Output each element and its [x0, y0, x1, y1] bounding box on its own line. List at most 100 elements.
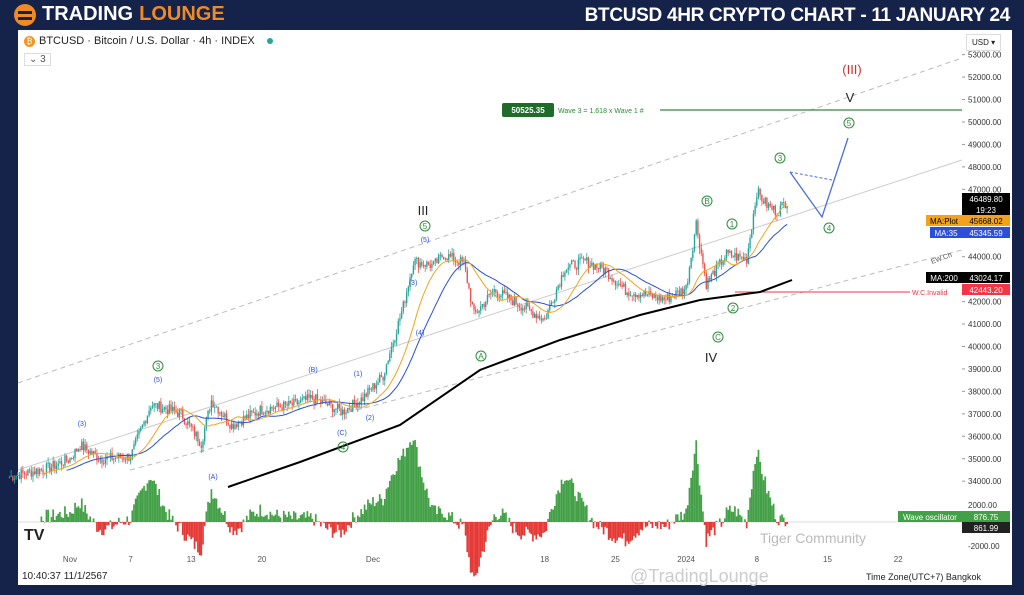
oscillator-bar [234, 522, 236, 531]
candle-body [732, 256, 734, 258]
oscillator-bar [643, 522, 645, 523]
candle-body [49, 462, 51, 472]
candle-body [269, 406, 272, 414]
oscillator-bar [247, 519, 250, 522]
oscillator-bar [197, 522, 199, 553]
oscillator-bar [345, 522, 347, 532]
timezone-selector[interactable]: Time Zone(UTC+7) Bangkok [866, 572, 981, 582]
oscillator-bar [375, 502, 378, 522]
oscillator-bar [771, 505, 773, 522]
candle-body [614, 280, 617, 286]
candle-body [311, 394, 314, 399]
candle-body [683, 289, 686, 295]
oscillator-bar [200, 522, 203, 556]
symbol-legend[interactable]: ₿ BTCUSD · Bitcoin / U.S. Dollar · 4h · I… [24, 35, 273, 47]
candle-body [69, 458, 71, 463]
candle-body [143, 421, 145, 425]
candle-body [397, 320, 399, 335]
oscillator-bar [143, 486, 145, 522]
wave-label-3-circle [774, 152, 786, 164]
candle-body [641, 294, 644, 297]
ma-plot-label-bg [926, 215, 962, 226]
candle-body [308, 394, 310, 398]
symbol-title: BTCUSD · Bitcoin / U.S. Dollar · 4h · IN… [39, 35, 255, 47]
oscillator-bar [155, 484, 157, 522]
candle-body [688, 267, 691, 283]
oscillator-bar [565, 480, 568, 522]
candle-body [402, 301, 404, 312]
chart-panel[interactable] [18, 30, 1012, 585]
oscillator-bar [597, 522, 600, 530]
candle-body [757, 188, 760, 198]
currency-selector[interactable]: USD ▾ [966, 34, 1002, 51]
target-text: Wave 3 = 1.618 x Wave 1 # [558, 108, 644, 115]
candle-body [480, 306, 482, 311]
candle-body [439, 254, 442, 256]
oscillator-bar [67, 517, 70, 522]
channel-upper-line [17, 57, 963, 384]
oscillator-bar [641, 522, 644, 531]
oscillator-bar [589, 519, 591, 522]
oscillator-bar [594, 521, 597, 522]
oscillator-bar [779, 515, 782, 522]
oscillator-bar [468, 522, 470, 558]
candle-body [695, 220, 697, 235]
candle-body [62, 464, 64, 466]
oscillator-bar [461, 522, 464, 525]
x-tick-label: 7 [128, 555, 133, 564]
oscillator-bar [382, 505, 384, 522]
candle-body [621, 284, 623, 287]
candle-body [575, 268, 578, 270]
oscillator-bar [700, 494, 703, 522]
oscillator-bar [178, 522, 181, 524]
oscillator-bar [249, 509, 251, 522]
oscillator-bar [612, 522, 615, 539]
oscillator-bar [193, 522, 196, 549]
candle-body [464, 260, 467, 270]
oscillator-bar [328, 522, 331, 524]
oscillator-bar [192, 522, 194, 538]
candle-body [288, 400, 290, 406]
oscillator-bar [555, 494, 558, 522]
oscillator-bar [128, 522, 130, 526]
candle-body [328, 401, 330, 406]
wave-label-IV: IV [705, 350, 718, 365]
candle-body [448, 254, 450, 261]
candle-body [478, 310, 480, 313]
oscillator-bar [557, 490, 560, 522]
candle-body [358, 402, 361, 404]
oscillator-bar [690, 477, 692, 522]
candle-body [577, 259, 580, 270]
candle-body [389, 353, 391, 362]
candle-body [501, 290, 504, 296]
candle-body [195, 432, 197, 437]
oscillator-bar [680, 511, 682, 522]
candle-body [740, 256, 743, 258]
page-title: BTCUSD 4HR CRYPTO CHART - 11 JANUARY 24 [584, 5, 1011, 26]
candle-body [537, 315, 539, 319]
oscillator-bar [203, 522, 206, 527]
wave-label-4-minor-circle [337, 441, 349, 453]
oscillator-bar [759, 461, 762, 522]
candle-body [220, 412, 223, 416]
ma200-label: MA:200 [930, 274, 958, 283]
candle-body [54, 461, 56, 469]
candle-body [693, 234, 696, 251]
candle-body [350, 409, 352, 412]
y-tick-label: 39000.00 [968, 365, 1002, 374]
oscillator-bar [287, 511, 290, 522]
oscillator-bar [737, 508, 740, 522]
candle-body [109, 452, 112, 457]
oscillator-bar [257, 516, 260, 522]
oscillator-bar [686, 505, 689, 522]
oscillator-bar [129, 522, 132, 523]
oscillator-bar [668, 522, 671, 530]
indicators-toggle[interactable]: ⌄ 3 [24, 53, 51, 66]
candle-body [702, 253, 704, 265]
wave-label-minor: (A) [208, 474, 217, 481]
candle-body [481, 304, 484, 307]
oscillator-bar [319, 522, 322, 527]
candle-body [343, 409, 346, 415]
candle-body [624, 283, 627, 295]
